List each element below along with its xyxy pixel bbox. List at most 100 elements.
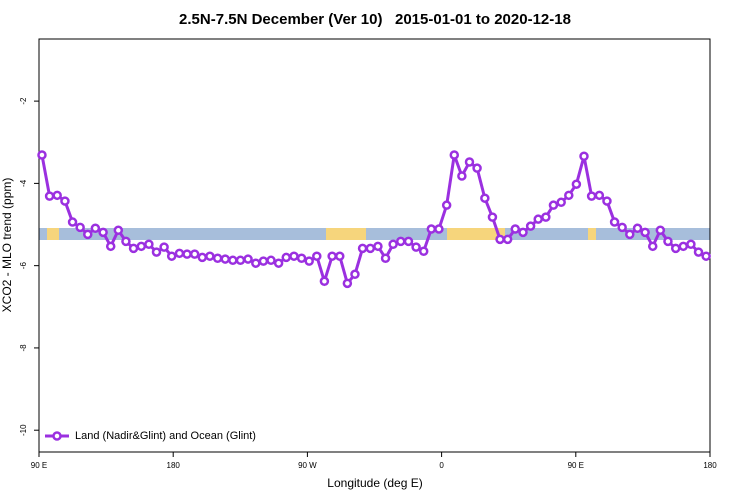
point (327, 251, 337, 261)
x-tick-label: 180 (167, 461, 181, 470)
point (128, 243, 139, 254)
point (678, 241, 689, 252)
point (289, 251, 299, 261)
point (258, 256, 269, 266)
point (548, 200, 559, 210)
point (373, 241, 383, 252)
series-line (40, 154, 707, 287)
point (434, 224, 444, 234)
x-tick-label: 90 E (31, 461, 47, 470)
chart-title: 2.5N-7.5N December (Ver 10) 2015-01-01 t… (179, 11, 571, 28)
point (480, 193, 490, 203)
ocean-band (39, 228, 710, 240)
point (113, 225, 124, 236)
point (441, 200, 452, 210)
point (556, 197, 566, 208)
point (52, 190, 62, 201)
point (411, 242, 421, 252)
point (693, 247, 704, 257)
y-tick-label: -8 (19, 344, 28, 352)
point (83, 229, 93, 240)
plot-frame (38, 38, 711, 453)
point (44, 191, 55, 201)
point (365, 243, 376, 254)
point (609, 217, 620, 227)
point (166, 251, 177, 261)
point (586, 191, 597, 201)
point (335, 251, 345, 261)
point (594, 190, 605, 201)
point (189, 249, 200, 259)
legend-marker (52, 431, 62, 441)
point (495, 234, 505, 245)
point (472, 163, 482, 173)
point (541, 212, 551, 222)
point (518, 227, 528, 238)
point (174, 248, 185, 259)
point (90, 223, 101, 233)
land-band (447, 228, 505, 240)
point (571, 179, 582, 189)
point (266, 255, 276, 266)
y-tick-label: -2 (19, 97, 28, 105)
point (380, 253, 391, 264)
point (655, 225, 666, 236)
y-axis-label: XCO2 - MLO trend (ppm) (0, 178, 14, 313)
point (235, 255, 246, 266)
x-tick-label: 0 (439, 461, 444, 470)
legend-label: Land (Nadir&Glint) and Ocean (Glint) (75, 430, 256, 442)
x-axis-label: Longitude (deg E) (327, 476, 422, 490)
point (457, 171, 467, 181)
y-tick-label: -4 (19, 179, 28, 187)
point (350, 269, 360, 280)
point (647, 241, 658, 252)
x-tick-label: 180 (703, 461, 717, 470)
x-tick-label: 90 E (568, 461, 584, 470)
land-band (326, 228, 366, 240)
point (243, 254, 253, 264)
point (686, 239, 696, 250)
point (121, 236, 131, 247)
point (105, 241, 116, 252)
point (525, 221, 536, 231)
point (701, 251, 711, 261)
point (304, 256, 314, 266)
point (281, 252, 291, 263)
point (464, 157, 475, 167)
point (197, 252, 208, 263)
point (670, 243, 681, 254)
point (273, 258, 284, 268)
y-tick-label: -10 (19, 424, 28, 436)
point (342, 278, 353, 289)
point (617, 222, 627, 233)
point (388, 239, 398, 250)
point (640, 227, 650, 238)
point (182, 249, 192, 259)
point (357, 243, 368, 254)
point (510, 224, 521, 234)
x-tick-label: 90 W (298, 461, 317, 470)
land-band (588, 228, 596, 240)
point (205, 251, 215, 261)
point (296, 253, 307, 264)
point (395, 236, 406, 247)
point (426, 224, 437, 234)
point (663, 236, 673, 247)
y-tick-label: -6 (19, 262, 28, 270)
point (60, 196, 70, 206)
point (151, 247, 162, 257)
land-band (47, 228, 59, 240)
point (319, 276, 330, 287)
point (487, 212, 498, 222)
point (312, 251, 322, 261)
point (533, 214, 543, 224)
point (212, 253, 223, 264)
point (632, 223, 643, 233)
surface-band (39, 228, 710, 240)
point (37, 150, 47, 160)
point (220, 254, 230, 264)
point (564, 190, 574, 201)
point (418, 246, 429, 257)
point (502, 234, 513, 245)
